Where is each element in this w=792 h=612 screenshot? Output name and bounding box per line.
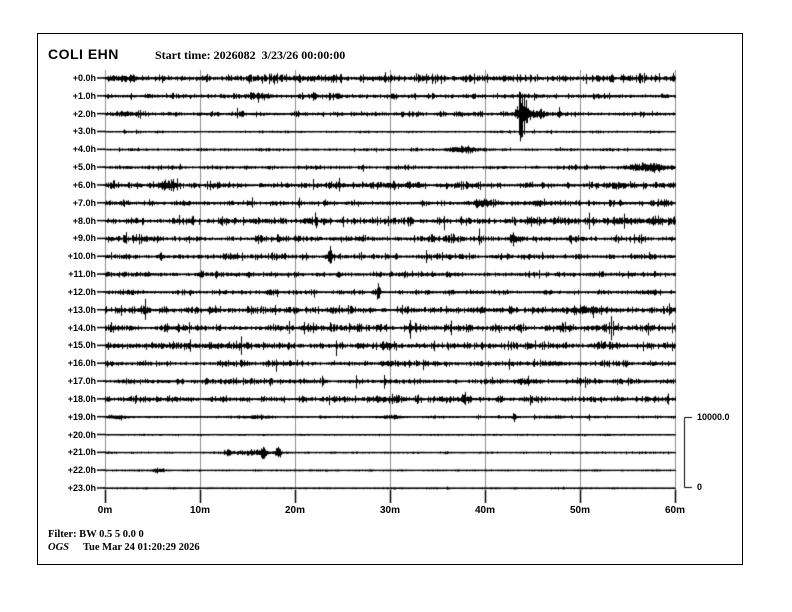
hour-label: +5.0h [72,162,96,173]
hour-label: +10.0h [67,251,96,262]
hour-label: +17.0h [67,376,96,387]
hour-label: +18.0h [67,393,96,404]
hour-label: +15.0h [67,340,96,351]
x-tick-label: 10m [189,505,210,516]
footer-line: OGS Tue Mar 24 01:20:29 2026 [48,542,200,553]
org-label: OGS [48,542,70,553]
x-tick-label: 20m [284,505,305,516]
hour-label: +6.0h [72,179,96,190]
scale-min-label: 0 [697,482,703,492]
hour-label: +21.0h [67,447,96,458]
hour-label: +0.0h [72,73,96,83]
hour-label: +4.0h [72,144,96,155]
hour-label: +20.0h [67,429,96,440]
hour-label: +12.0h [67,286,96,297]
hour-label: +22.0h [67,465,96,476]
hour-label: +13.0h [67,304,96,315]
timestamp-label: Tue Mar 24 01:20:29 2026 [83,542,200,553]
x-tick-label: 40m [474,505,495,516]
hour-label: +8.0h [72,215,96,226]
hour-label: +23.0h [67,482,96,493]
hour-label: +16.0h [67,358,96,369]
hour-label: +1.0h [72,90,96,101]
hour-label: +19.0h [67,411,96,422]
x-tick-label: 50m [569,505,590,516]
x-tick-label: 0m [97,505,113,516]
hour-label: +7.0h [72,197,96,208]
hour-label: +11.0h [68,269,96,280]
hour-label: +14.0h [67,322,96,333]
filter-label: Filter: BW 0.5 5 0.0 0 [48,529,144,540]
x-tick-label: 60m [664,505,685,516]
x-tick-label: 30m [379,505,400,516]
scale-max-label: 10000.0 [697,412,730,422]
hour-label: +9.0h [72,233,96,244]
hour-label: +3.0h [72,126,96,137]
hour-label: +2.0h [72,108,96,119]
